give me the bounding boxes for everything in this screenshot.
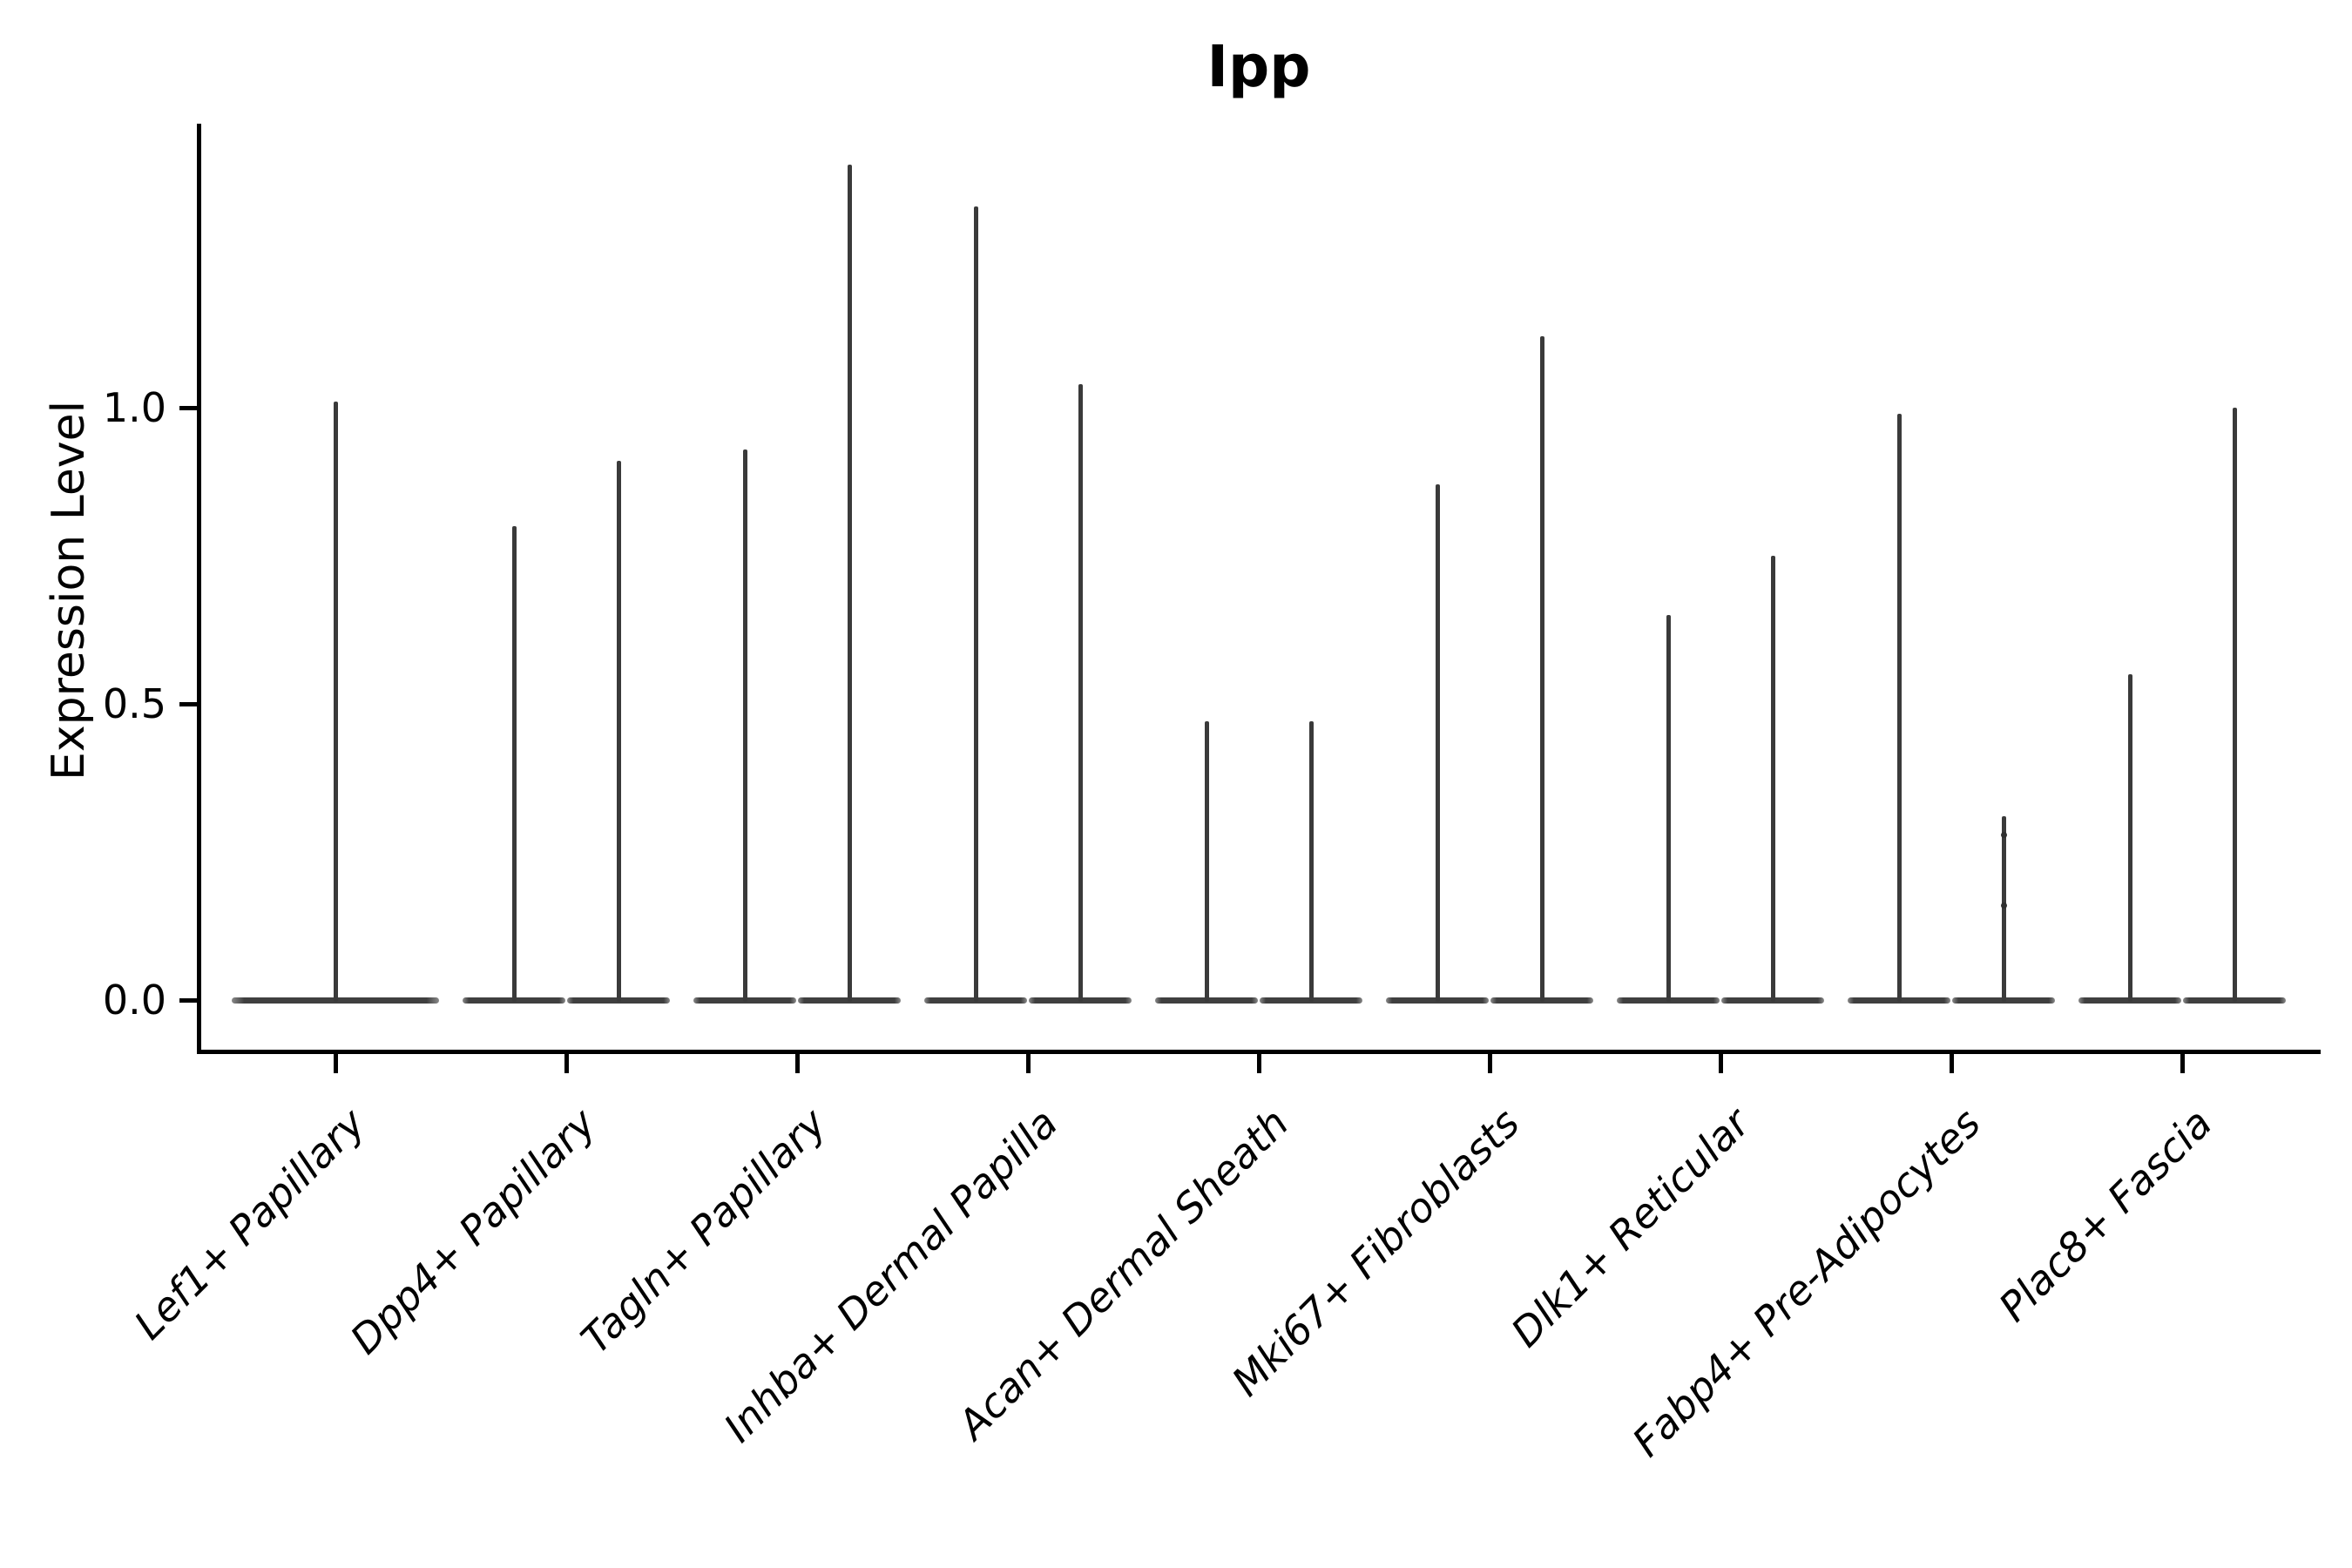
violin-spike (2001, 816, 2006, 1002)
x-tick-mark (564, 1054, 569, 1073)
violin-spike (1666, 615, 1671, 1002)
y-tick-label: 1.0 (102, 384, 166, 431)
violin-spike (616, 461, 621, 1002)
expression-point (2000, 831, 2007, 838)
violin-spike (973, 206, 978, 1002)
x-tick-mark (1257, 1054, 1261, 1073)
x-tick-label: Dpp4+ Papillary (341, 1099, 605, 1363)
violin-spike (1204, 721, 1209, 1002)
violin-spike (1308, 721, 1314, 1002)
x-tick-mark (1026, 1054, 1031, 1073)
violin-spike (1078, 383, 1083, 1002)
x-tick-mark (2180, 1054, 2185, 1073)
x-tick-label: Tagln+ Papillary (571, 1099, 836, 1363)
y-tick-mark (179, 998, 197, 1003)
violin-spike (1896, 413, 1902, 1002)
y-axis-label: Expression Level (43, 400, 95, 781)
x-tick-label: Plac8+ Fascia (1989, 1099, 2221, 1331)
x-tick-mark (334, 1054, 338, 1073)
violin-spike (2232, 408, 2237, 1002)
y-tick-mark (179, 702, 197, 706)
x-tick-mark (1950, 1054, 1954, 1073)
x-tick-mark (795, 1054, 800, 1073)
y-tick-mark (179, 406, 197, 410)
violin-spike (1770, 556, 1775, 1002)
violin-spike (511, 526, 517, 1002)
x-tick-mark (1719, 1054, 1723, 1073)
y-tick-label: 0.0 (102, 977, 166, 1024)
chart-title: Ipp (1206, 33, 1311, 100)
y-axis-spine (197, 124, 201, 1054)
violin-spike (847, 165, 852, 1002)
violin-spike (2127, 674, 2132, 1002)
x-tick-label: Dlk1+ Reticular (1502, 1099, 1760, 1356)
y-tick-label: 0.5 (102, 680, 166, 727)
violin-spike (1539, 336, 1544, 1002)
x-axis-spine (197, 1050, 2321, 1054)
violin-spike (1435, 484, 1440, 1002)
x-tick-label: Lef1+ Papillary (125, 1099, 375, 1348)
expression-point (2000, 902, 2007, 909)
violin-spike (333, 402, 338, 1002)
violin-spike (742, 449, 747, 1002)
x-tick-mark (1488, 1054, 1492, 1073)
